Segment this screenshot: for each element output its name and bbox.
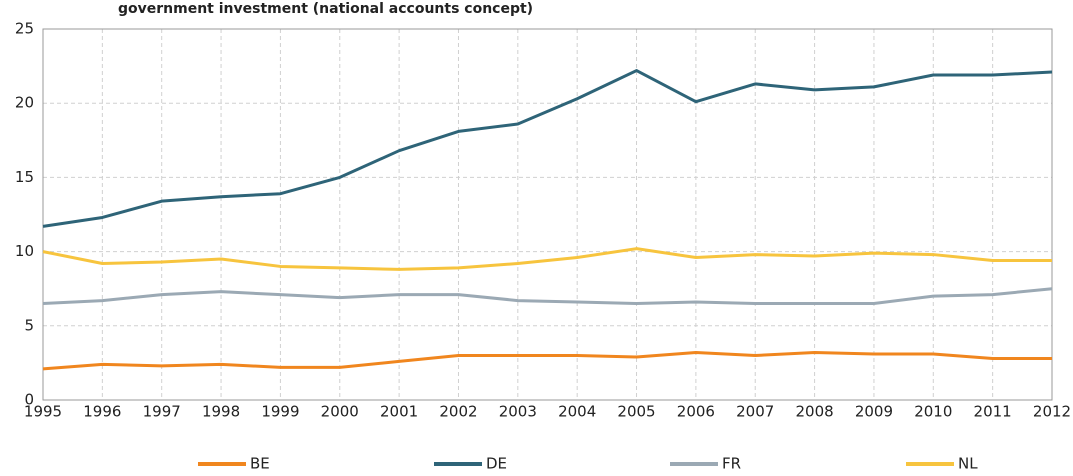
x-tick-label: 2001: [380, 403, 418, 421]
y-tick-label: 5: [24, 316, 34, 334]
y-tick-label: 15: [15, 168, 34, 186]
y-tick-label: 20: [15, 94, 34, 112]
legend-label: DE: [486, 455, 507, 473]
x-tick-label: 2000: [321, 403, 359, 421]
x-tick-label: 2005: [617, 403, 655, 421]
legend-label: BE: [250, 455, 270, 473]
x-tick-label: 2011: [974, 403, 1012, 421]
x-tick-label: 1997: [143, 403, 181, 421]
plot-frame: [42, 28, 1053, 401]
data-line: [42, 351, 1052, 371]
chart-title: government investment (national accounts…: [118, 1, 533, 17]
data-line: [42, 287, 1053, 306]
x-tick-label: 1999: [261, 403, 299, 421]
x-tick-label: 2007: [736, 403, 774, 421]
x-tick-label: 2004: [558, 403, 596, 421]
y-tick-label: 10: [15, 242, 34, 260]
data-line: [42, 247, 1052, 271]
x-tick-label: 2010: [914, 403, 952, 421]
x-tick-label: 1998: [202, 403, 240, 421]
data-line: [42, 69, 1053, 228]
x-tick-label: 2006: [677, 403, 715, 421]
legend-label: NL: [958, 455, 978, 473]
x-tick-label: 2009: [855, 403, 893, 421]
x-tick-label: 2003: [499, 403, 537, 421]
y-tick-label: 0: [24, 391, 34, 409]
x-tick-label: 2008: [795, 403, 833, 421]
x-tick-label: 1995: [24, 403, 62, 421]
legend-label: FR: [722, 455, 741, 473]
x-tick-label: 1996: [83, 403, 121, 421]
y-tick-label: 25: [15, 20, 34, 38]
x-tick-label: 2012: [1033, 403, 1071, 421]
x-tick-label: 2002: [439, 403, 477, 421]
